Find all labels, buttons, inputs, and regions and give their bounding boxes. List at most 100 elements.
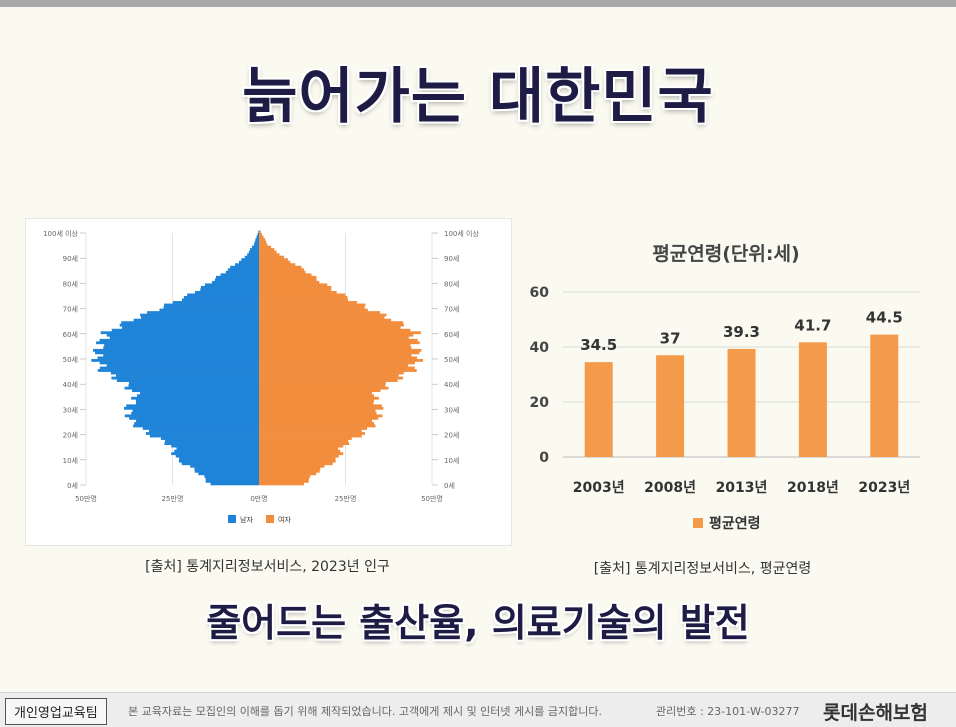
pyramid-bar-male [220, 273, 259, 277]
pyramid-bar-female [259, 306, 365, 309]
footer-notice: 본 교육자료는 모집인의 이해를 돕기 위해 제작되었습니다. 고객에게 제시 … [128, 705, 602, 718]
pyramid-bar-female [259, 285, 332, 289]
pyramid-bar-male [106, 333, 259, 337]
pyramid-bar-male [251, 245, 259, 249]
pyramid-bar-female [259, 444, 344, 448]
pyramid-bar-female [259, 336, 409, 340]
pyramid-bar-female [259, 369, 417, 372]
pyramid-bar-female [259, 399, 374, 403]
pyramid-x-tick-label: 25만명 [162, 494, 184, 503]
pyramid-bar-male [126, 404, 260, 408]
pyramid-bar-female [259, 472, 317, 476]
pyramid-bar-male [235, 263, 259, 267]
pyramid-bar-female [259, 401, 374, 405]
pyramid-bar-female [259, 462, 333, 466]
pyramid-bar-female [259, 250, 277, 254]
pyramid-bar-female [259, 464, 325, 468]
pyramid-bar-female [259, 253, 280, 256]
legend-label-male: 남자 [240, 515, 253, 524]
pyramid-age-label-right: 90세 [444, 254, 459, 263]
pyramid-bar-female [259, 366, 415, 370]
pyramid-age-label-right: 30세 [444, 405, 459, 414]
data-label: 39.3 [723, 323, 760, 341]
pyramid-bar-male [133, 318, 259, 322]
pyramid-bar-male [172, 301, 259, 304]
team-badge: 개인영업교육팀 [5, 698, 107, 725]
pyramid-bar-male [183, 296, 259, 299]
pyramid-bar-male [140, 391, 259, 395]
pyramid-bar-male [134, 422, 259, 425]
page-subtitle: 줄어드는 출산율, 의료기술의 발전 [206, 601, 750, 645]
pyramid-bar-female [259, 389, 381, 393]
pyramid-bar-male [159, 308, 259, 312]
pyramid-bar-male [171, 444, 259, 448]
y-tick-label: 0 [539, 450, 549, 466]
pyramid-bar-male [171, 452, 259, 456]
pyramid-bar-male [99, 366, 259, 370]
bar-source: [출처] 통계지리정보서비스, 평균연령 [593, 561, 812, 577]
pyramid-bar-male [255, 238, 259, 241]
pyramid-bar-male [111, 376, 259, 380]
pyramid-bar-female [259, 303, 366, 307]
pyramid-bar-female [259, 361, 415, 365]
pyramid-bar-female [259, 290, 337, 294]
pyramid-bar-male [99, 361, 259, 365]
pyramid-x-tick-label: 50만명 [421, 494, 443, 503]
pyramid-age-label-right: 20세 [444, 431, 459, 440]
pyramid-bar-male [178, 459, 259, 463]
pyramid-bar-female [259, 474, 311, 478]
average-age-chart: 평균연령(단위:세) 0 20 40 60 34.5 2003년 37 2008년 39.3 201… [530, 243, 920, 532]
pyramid-bar-male [119, 323, 259, 327]
pyramid-bar-male [111, 328, 259, 332]
population-pyramid-chart: 100세 이상 100세 이상 90세 90세 80세 80세 70세 70세 60세 60세 50… [43, 229, 479, 524]
pyramid-bar-female [259, 416, 379, 420]
bar [656, 355, 685, 457]
legend-swatch-male [228, 515, 236, 523]
pyramid-bar-female [259, 437, 352, 440]
pyramid-bar-male [106, 364, 259, 367]
pyramid-bar-male [194, 467, 259, 471]
pyramid-bar-male [121, 321, 259, 325]
pyramid-bar-male [165, 439, 259, 443]
pyramid-age-label-right: 70세 [444, 305, 459, 314]
pyramid-bar-male [97, 369, 259, 372]
pyramid-bar-female [259, 318, 392, 322]
pyramid-bar-male [181, 298, 259, 302]
pyramid-bar-male [204, 474, 259, 478]
pyramid-bar-female [259, 477, 309, 481]
pyramid-bar-female [259, 323, 404, 327]
pyramid-bar-male [147, 311, 259, 314]
pyramid-bar-female [259, 270, 306, 274]
pyramid-bar-male [258, 230, 259, 234]
pyramid-bar-female [259, 429, 362, 433]
footer: 개인영업교육팀 본 교육자료는 모집인의 이해를 돕기 위해 제작되었습니다. … [0, 692, 956, 727]
pyramid-age-label-left: 50세 [63, 355, 78, 364]
data-label: 34.5 [580, 336, 617, 354]
pyramid-bar-female [259, 374, 399, 377]
pyramid-age-label-right: 100세 이상 [444, 229, 479, 238]
pyramid-bar-female [259, 434, 362, 438]
bar [584, 362, 613, 457]
pyramid-bar-female [259, 280, 320, 284]
pyramid-bar-female [259, 268, 304, 272]
pyramid-bar-female [259, 394, 375, 398]
pyramid-bar-male [129, 416, 259, 420]
pyramid-bar-female [259, 230, 261, 234]
pyramid-bar-female [259, 338, 418, 342]
pyramid-bar-male [149, 434, 259, 438]
pyramid-bar-female [259, 427, 368, 430]
pyramid-bar-male [104, 343, 260, 347]
pyramid-bar-male [248, 250, 259, 254]
management-number: 관리번호 : 23-101-W-03277 [656, 705, 800, 718]
pyramid-age-label-left: 0세 [67, 481, 78, 490]
pyramid-bar-male [254, 240, 259, 244]
pyramid-x-tick-label: 0만명 [250, 494, 267, 503]
pyramid-bar-male [164, 303, 259, 307]
pyramid-bar-male [109, 336, 259, 340]
pyramid-age-label-right: 80세 [444, 279, 459, 288]
x-tick-label: 2023년 [858, 480, 910, 496]
pyramid-bar-female [259, 348, 422, 352]
pyramid-bar-male [148, 429, 259, 433]
pyramid-bar-female [259, 308, 368, 312]
pyramid-bar-female [259, 260, 291, 264]
